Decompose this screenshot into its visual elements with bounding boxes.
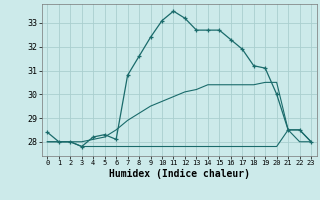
X-axis label: Humidex (Indice chaleur): Humidex (Indice chaleur) bbox=[109, 169, 250, 179]
